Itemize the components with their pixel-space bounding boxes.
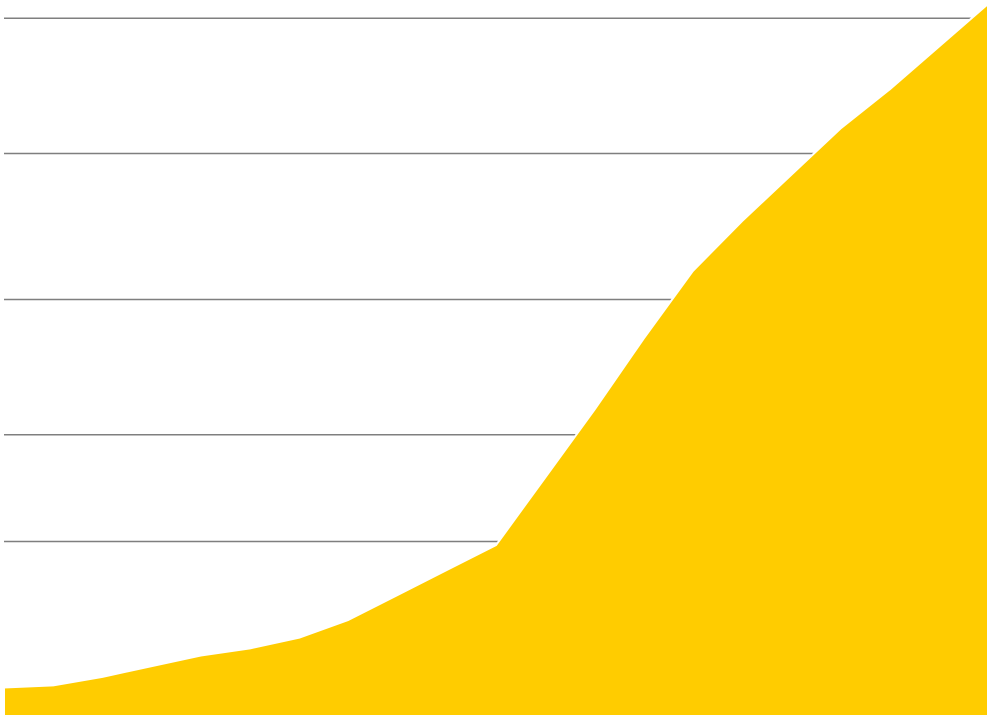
area-chart-svg	[0, 0, 992, 720]
area-chart	[0, 0, 992, 720]
